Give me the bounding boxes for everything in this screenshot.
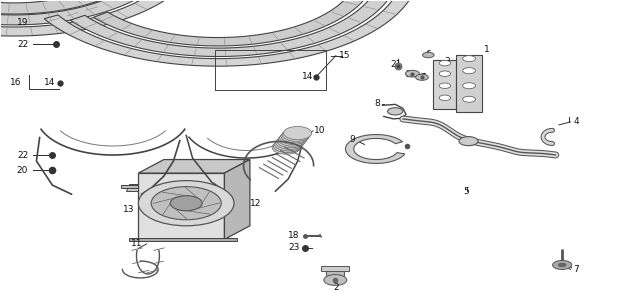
Text: 15: 15 [339,51,351,60]
Circle shape [463,83,476,89]
Text: 12: 12 [250,199,261,208]
Circle shape [463,68,476,74]
Circle shape [276,136,304,149]
Text: 7: 7 [573,265,579,274]
Circle shape [422,52,434,58]
Polygon shape [129,238,237,241]
FancyBboxPatch shape [456,55,483,112]
Text: 14: 14 [302,72,314,81]
Circle shape [278,133,307,146]
Polygon shape [138,160,250,173]
Polygon shape [70,0,392,57]
Polygon shape [321,267,349,271]
Polygon shape [0,0,179,25]
Circle shape [439,95,451,101]
Circle shape [463,56,476,62]
Circle shape [463,96,476,102]
Circle shape [170,196,202,211]
Text: 1: 1 [484,45,490,54]
Text: 21: 21 [391,60,402,69]
Text: 22: 22 [17,40,28,49]
Text: 23: 23 [288,243,300,252]
Circle shape [388,108,403,115]
Text: 10: 10 [314,126,325,135]
Text: 5: 5 [464,187,469,196]
Text: 9: 9 [349,136,355,144]
Circle shape [439,83,451,88]
Circle shape [273,139,301,153]
Polygon shape [346,135,405,164]
Circle shape [272,141,300,154]
Text: 18: 18 [288,231,300,240]
Circle shape [280,131,308,144]
Text: 11: 11 [131,239,143,248]
Circle shape [138,181,234,226]
Circle shape [405,70,419,77]
Polygon shape [93,0,371,46]
Text: 19: 19 [17,18,28,27]
Text: 14: 14 [44,78,56,87]
Polygon shape [121,185,138,188]
Polygon shape [225,160,250,239]
Text: 8: 8 [375,99,381,108]
Polygon shape [0,0,202,36]
Circle shape [459,136,478,146]
Circle shape [151,187,221,220]
Polygon shape [125,184,138,191]
Circle shape [284,126,312,140]
Circle shape [277,134,305,148]
Circle shape [282,128,310,141]
Circle shape [415,74,428,80]
Circle shape [552,261,572,269]
Text: 4: 4 [573,117,579,126]
Text: 20: 20 [17,166,28,174]
Circle shape [275,138,303,151]
Text: 6: 6 [426,50,431,59]
Text: 13: 13 [123,205,134,214]
Text: 3: 3 [445,57,451,66]
Polygon shape [0,0,156,14]
Circle shape [439,60,451,66]
Polygon shape [44,0,412,66]
Text: 2: 2 [333,283,339,292]
Circle shape [558,263,566,267]
Text: 24: 24 [406,70,417,79]
FancyBboxPatch shape [433,60,456,109]
Circle shape [324,275,347,285]
Text: 16: 16 [10,78,22,87]
Text: 17: 17 [416,73,428,82]
Circle shape [439,71,451,76]
Text: 22: 22 [17,150,28,160]
Polygon shape [326,271,344,275]
Circle shape [281,130,309,143]
Polygon shape [138,173,225,239]
